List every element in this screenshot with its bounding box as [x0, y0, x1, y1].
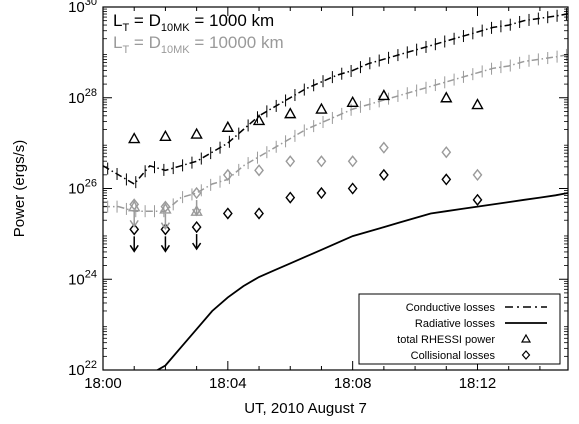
y-tick-base: 10	[68, 90, 85, 107]
y-tick-label: 1026	[68, 178, 97, 198]
marker-diamond-6-1	[160, 223, 171, 236]
y-tick-exponent: 26	[85, 178, 97, 190]
y-tick-exponent: 28	[85, 87, 97, 99]
marker-diamond-6-2	[191, 220, 202, 234]
legend-symbol-triangle	[520, 333, 532, 343]
y-tick-base: 10	[68, 271, 85, 288]
marker-diamond-5-1	[160, 200, 171, 213]
y-tick-exponent: 30	[85, 0, 97, 8]
legend-label: Conductive losses	[406, 302, 496, 314]
marker-triangle-3-0	[128, 132, 141, 144]
marker-diamond-5-4	[254, 164, 264, 177]
plot-layer	[103, 8, 568, 370]
x-tick-label: 18:12	[459, 375, 497, 392]
x-tick-label: 18:00	[84, 375, 122, 392]
legend-symbol-diamond	[521, 350, 531, 360]
y-tick-base: 10	[68, 181, 85, 198]
y-tick-label: 1024	[68, 268, 97, 288]
marker-diamond-6-0	[129, 223, 140, 236]
marker-triangle-3-1	[159, 129, 172, 142]
marker-triangle-3-7	[346, 95, 359, 107]
y-tick-base: 10	[68, 362, 85, 379]
annotation-sub2: 10MK	[161, 22, 190, 34]
y-tick-label: 1030	[68, 0, 97, 16]
y-axis-label: Power (ergs/s)	[11, 140, 28, 238]
marker-diamond-5-10	[472, 168, 483, 182]
annotation-post: = 10000 km	[190, 33, 284, 52]
marker-triangle-3-10	[471, 98, 484, 110]
legend-label: total RHESSI power	[397, 334, 495, 346]
annotation-post: = 1000 km	[190, 11, 275, 30]
annotation-sub1: T	[122, 44, 129, 56]
series-line-2	[155, 192, 568, 370]
marker-triangle-3-4	[252, 113, 266, 126]
marker-diamond-6-10	[472, 193, 483, 206]
marker-diamond-5-0	[129, 198, 140, 211]
y-tick-label: 1028	[68, 87, 97, 107]
marker-diamond-5-5	[285, 155, 296, 168]
marker-diamond-6-8	[378, 168, 389, 182]
marker-triangle-3-3	[221, 120, 235, 132]
annotation-mid: = D	[129, 11, 161, 30]
marker-diamond-6-3	[222, 207, 233, 220]
marker-diamond-5-9	[441, 146, 452, 159]
marker-diamond-5-8	[378, 141, 389, 154]
x-tick-label: 18:04	[209, 375, 247, 392]
marker-diamond-6-4	[254, 207, 264, 220]
annotation-pre: L	[113, 33, 122, 52]
annotation-sub2: 10MK	[161, 44, 190, 56]
marker-diamond-5-2	[191, 186, 202, 200]
upper-limit-arrowhead	[129, 219, 139, 228]
legend-label: Radiative losses	[415, 318, 496, 330]
y-tick-base: 10	[68, 0, 85, 16]
marker-triangle-3-5	[284, 107, 297, 119]
upper-limit-arrowhead	[191, 242, 202, 251]
legend: Conductive losses Radiative losses total R…	[358, 293, 561, 365]
upper-limit-arrowhead	[160, 222, 171, 231]
marker-diamond-6-6	[316, 186, 327, 200]
upper-limit-arrowhead	[129, 244, 139, 253]
marker-diamond-6-7	[347, 182, 358, 195]
legend-label: Collisional losses	[411, 350, 496, 362]
x-tick-label: 18:08	[334, 375, 372, 392]
series-line-1	[103, 53, 568, 212]
marker-triangle-3-2	[190, 127, 203, 139]
x-axis-label: UT, 2010 August 7	[244, 400, 367, 417]
marker-diamond-5-7	[347, 155, 358, 168]
marker-diamond-5-6	[316, 155, 327, 168]
upper-limit-arrowhead	[191, 208, 202, 217]
annotation-pre: L	[113, 11, 122, 30]
series-line-0	[103, 13, 568, 185]
marker-triangle-3-6	[315, 102, 328, 114]
y-tick-exponent: 24	[85, 268, 97, 280]
marker-diamond-6-9	[441, 173, 452, 186]
annotation-sub1: T	[122, 22, 129, 34]
y-tick-label: 1022	[68, 359, 97, 379]
annotation-ann1: LT = D10MK = 1000 km	[113, 11, 274, 34]
y-tick-exponent: 22	[85, 359, 97, 371]
marker-diamond-6-5	[285, 191, 296, 204]
upper-limit-arrowhead	[160, 244, 171, 253]
plot-area	[103, 8, 568, 370]
annotation-ann2: LT = D10MK = 10000 km	[113, 33, 284, 56]
marker-triangle-3-9	[440, 91, 453, 103]
marker-triangle-3-8	[377, 89, 391, 101]
axes-layer: 18:00 18:04 18:08 18:1210221024102610281030…	[11, 0, 569, 417]
annotation-mid: = D	[129, 33, 161, 52]
marker-diamond-5-3	[222, 168, 233, 182]
